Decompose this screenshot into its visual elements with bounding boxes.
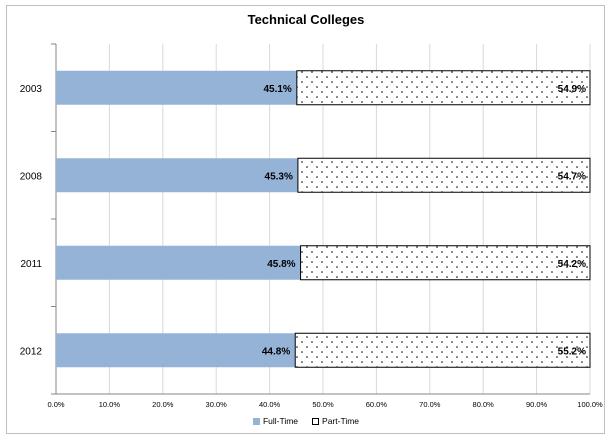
bar-part-time [297,157,591,193]
x-tick-label: 10.0% [99,400,121,409]
x-tick-label: 50.0% [312,400,334,409]
bar-part-time [300,245,591,281]
x-tick-label: 20.0% [152,400,174,409]
legend-label-full-time: Full-Time [262,416,299,426]
data-label-part-time: 54.7% [558,171,586,182]
bar-full-time [56,158,298,193]
chart-title: Technical Colleges [247,12,365,27]
bar-part-time [296,70,591,106]
category-label: 2012 [20,346,43,357]
x-tick-label: 0.0% [47,400,64,409]
x-tick-label: 100.0% [577,400,603,409]
data-label-full-time: 45.8% [267,259,295,270]
x-tick-label: 70.0% [419,400,441,409]
data-label-part-time: 54.9% [558,84,586,95]
category-label: 2003 [20,84,43,95]
x-tick-label: 80.0% [473,400,495,409]
x-tick-label: 90.0% [526,400,548,409]
category-label: 2008 [20,171,43,182]
legend-swatch-part-time [312,417,320,425]
legend-swatch-full-time [252,417,260,425]
data-label-full-time: 44.8% [262,346,290,357]
bar-full-time [56,70,297,105]
x-tick-label: 40.0% [259,400,281,409]
x-tick-label: 60.0% [366,400,388,409]
data-label-full-time: 45.1% [263,84,291,95]
data-label-part-time: 54.2% [558,259,586,270]
bar-part-time [294,332,591,368]
category-label: 2011 [20,259,42,270]
data-label-full-time: 45.3% [265,171,293,182]
legend-item-full-time: Full-Time [252,416,299,426]
x-tick-label: 30.0% [206,400,228,409]
bar-full-time [56,333,296,368]
legend-label-part-time: Part-Time [322,416,360,426]
chart-legend: Full-Time Part-Time [0,416,612,426]
data-label-part-time: 55.2% [558,346,586,357]
legend-item-part-time: Part-Time [312,416,359,426]
bar-full-time [56,245,301,280]
